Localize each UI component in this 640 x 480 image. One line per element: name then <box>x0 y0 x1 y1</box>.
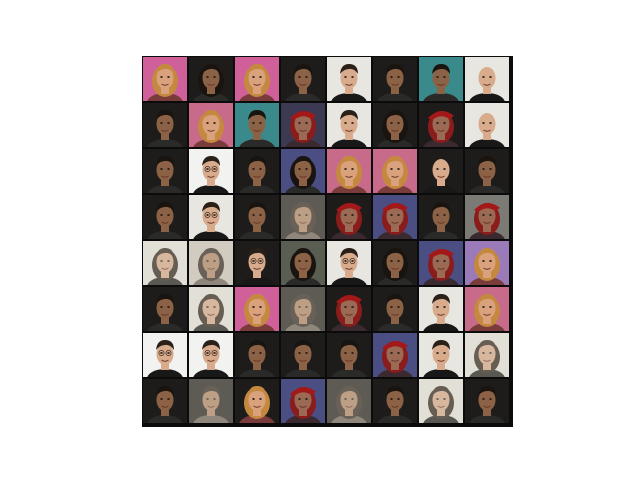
face-sample-tile <box>465 103 509 147</box>
face-sample-tile <box>465 333 509 377</box>
face-sample-tile <box>419 241 463 285</box>
face-sample-tile <box>235 333 279 377</box>
face-sample-tile <box>281 333 325 377</box>
face-sample-tile <box>465 241 509 285</box>
face-sample-tile <box>327 379 371 423</box>
face-sample-tile <box>373 379 417 423</box>
face-sample-tile <box>281 379 325 423</box>
face-sample-tile <box>235 287 279 331</box>
face-sample-tile <box>189 195 233 239</box>
face-sample-tile <box>465 287 509 331</box>
face-sample-tile <box>281 195 325 239</box>
face-sample-tile <box>189 241 233 285</box>
face-sample-tile <box>189 287 233 331</box>
face-sample-tile <box>143 195 187 239</box>
face-sample-tile <box>327 287 371 331</box>
face-sample-tile <box>373 241 417 285</box>
sample-grid-inner <box>142 56 513 427</box>
face-sample-tile <box>235 103 279 147</box>
face-sample-tile <box>465 379 509 423</box>
face-sample-tile <box>327 195 371 239</box>
face-sample-tile <box>143 287 187 331</box>
face-sample-tile <box>419 195 463 239</box>
face-sample-tile <box>281 149 325 193</box>
face-sample-tile <box>143 241 187 285</box>
face-sample-tile <box>143 379 187 423</box>
face-sample-tile <box>465 195 509 239</box>
face-sample-tile <box>419 333 463 377</box>
face-sample-tile <box>373 57 417 101</box>
face-sample-tile <box>189 379 233 423</box>
face-sample-tile <box>373 103 417 147</box>
face-sample-tile <box>143 103 187 147</box>
face-sample-tile <box>327 57 371 101</box>
face-sample-tile <box>419 379 463 423</box>
face-sample-tile <box>235 241 279 285</box>
face-sample-tile <box>235 379 279 423</box>
sample-grid <box>142 56 513 427</box>
face-sample-tile <box>189 333 233 377</box>
face-sample-tile <box>143 149 187 193</box>
face-sample-tile <box>419 149 463 193</box>
face-sample-tile <box>327 103 371 147</box>
face-sample-tile <box>235 149 279 193</box>
face-sample-tile <box>143 57 187 101</box>
face-sample-tile <box>373 287 417 331</box>
face-sample-tile <box>281 103 325 147</box>
face-sample-tile <box>327 149 371 193</box>
face-sample-tile <box>281 241 325 285</box>
face-sample-tile <box>327 333 371 377</box>
face-sample-tile <box>465 149 509 193</box>
face-sample-tile <box>373 195 417 239</box>
face-sample-tile <box>419 287 463 331</box>
face-sample-tile <box>235 195 279 239</box>
face-sample-tile <box>281 287 325 331</box>
face-sample-tile <box>373 149 417 193</box>
face-sample-tile <box>281 57 325 101</box>
face-sample-tile <box>465 57 509 101</box>
face-sample-tile <box>235 57 279 101</box>
face-sample-tile <box>327 241 371 285</box>
face-sample-tile <box>189 149 233 193</box>
face-sample-tile <box>373 333 417 377</box>
face-sample-tile <box>419 57 463 101</box>
face-sample-tile <box>189 103 233 147</box>
face-sample-tile <box>189 57 233 101</box>
face-sample-tile <box>419 103 463 147</box>
face-sample-tile <box>143 333 187 377</box>
